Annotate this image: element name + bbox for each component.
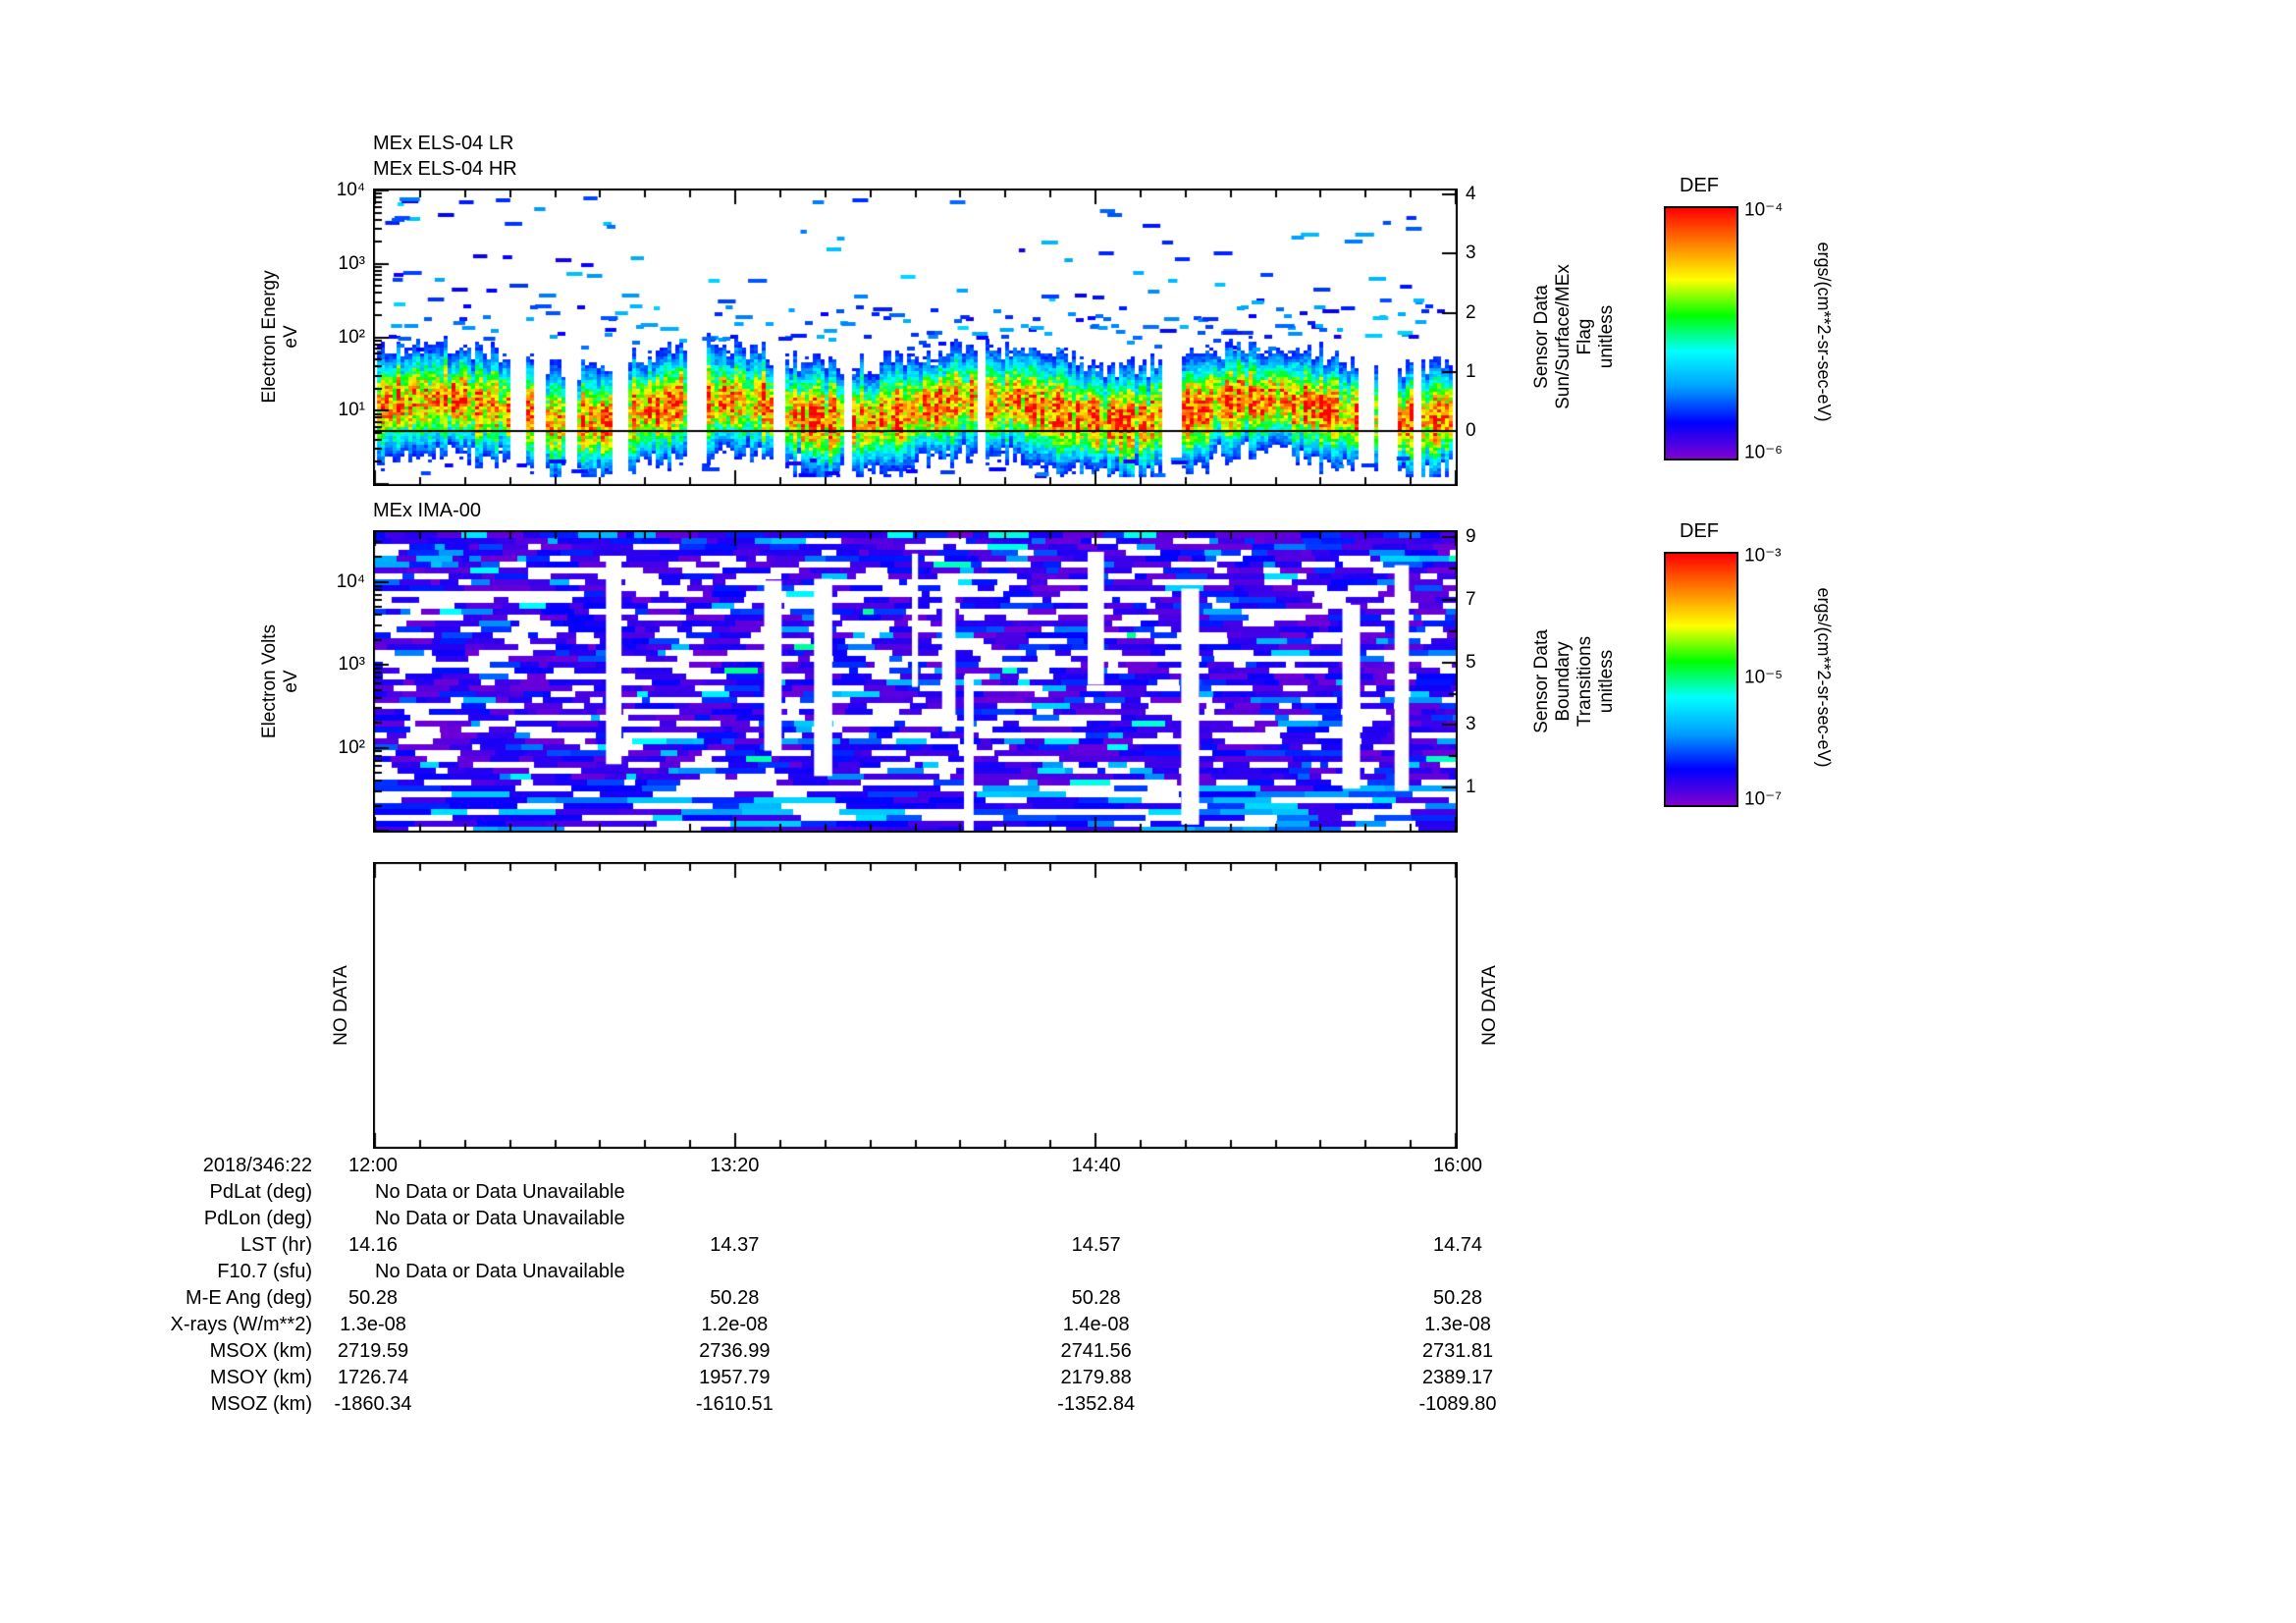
ima-ytick-label: 10² (338, 736, 365, 758)
ima-colorbar-title: DEF (1680, 520, 1719, 542)
ancillary-row-label: MSOZ (km) (210, 1393, 312, 1415)
ancillary-nodata-text: No Data or Data Unavailable (375, 1181, 625, 1203)
els-right-axis-label: Sensor Data Sun/Surface/MEx Flag unitles… (1531, 264, 1618, 409)
axis-label-line: Electron Energy (259, 270, 280, 404)
ancillary-value: 1.3e-08 (340, 1314, 406, 1335)
els-ytick-label: 10⁴ (336, 180, 365, 200)
els-ytick-label: 10¹ (338, 400, 365, 421)
els-ytick-label: 10³ (338, 252, 365, 274)
ima-title: MEx IMA-00 (373, 500, 482, 521)
ima-right-tick-label: 7 (1466, 588, 1476, 610)
ancillary-value: 2736.99 (699, 1340, 771, 1362)
ima-right-axis-label: Sensor Data Boundary Transitions unitles… (1531, 629, 1618, 733)
ancillary-value: 14.37 (710, 1234, 760, 1256)
ima-spectrogram (373, 530, 1458, 833)
els-right-tick-label: 0 (1466, 420, 1476, 441)
els-colorbar-bottom-label: 10⁻⁶ (1744, 442, 1783, 463)
els-right-tick-label: 4 (1466, 184, 1476, 204)
ancillary-value: 2179.88 (1060, 1367, 1132, 1388)
els-colorbar-title: DEF (1680, 175, 1719, 196)
ancillary-row-label: X-rays (W/m**2) (170, 1314, 312, 1335)
ancillary-value: 14.74 (1432, 1234, 1483, 1256)
axis-label-line: unitless (1596, 304, 1617, 369)
axis-label-line: Sensor Data (1531, 285, 1552, 389)
ima-colorbar-mid-label: 10⁻⁵ (1744, 667, 1784, 688)
ancillary-value: 1.4e-08 (1062, 1314, 1130, 1335)
ancillary-value: -1089.80 (1418, 1393, 1497, 1415)
els-ytick-label: 10² (338, 326, 365, 348)
ima-ytick-label: 10³ (338, 654, 365, 676)
axis-label-line: unitless (1596, 649, 1617, 714)
ancillary-value: 2741.56 (1060, 1340, 1132, 1362)
ancillary-row-label: MSOX (km) (209, 1340, 312, 1362)
ancillary-value: 1.2e-08 (701, 1314, 769, 1335)
time-tick-label: 13:20 (710, 1155, 760, 1176)
ancillary-value: -1860.34 (334, 1393, 412, 1415)
ima-right-tick-label: 5 (1466, 651, 1476, 673)
ancillary-value: 50.28 (1071, 1287, 1121, 1309)
axis-label-line: Flag (1575, 318, 1595, 355)
ancillary-row-label: M-E Ang (deg) (186, 1287, 312, 1309)
els-right-tick-label: 3 (1466, 243, 1476, 264)
ima-colorbar-bottom-label: 10⁻⁷ (1744, 788, 1783, 810)
els-colorbar-top-label: 10⁻⁴ (1744, 199, 1784, 221)
ancillary-row-label: PdLon (deg) (203, 1208, 312, 1229)
ima-colorbar-top-label: 10⁻³ (1744, 545, 1782, 567)
ancillary-row-label: MSOY (km) (209, 1367, 312, 1388)
time-tick-label: 12:00 (347, 1155, 399, 1176)
time-axis-date-label: 2018/346:22 (202, 1155, 312, 1176)
axis-label-line: Transitions (1575, 635, 1595, 728)
ancillary-row-label: PdLat (deg) (209, 1181, 312, 1203)
ancillary-value: 2389.17 (1421, 1367, 1494, 1388)
time-tick-label: 16:00 (1432, 1155, 1483, 1176)
ancillary-value: 14.16 (347, 1234, 399, 1256)
ancillary-value: 2731.81 (1421, 1340, 1494, 1362)
els-right-tick-label: 2 (1466, 301, 1476, 323)
ancillary-value: 50.28 (1432, 1287, 1483, 1309)
nodata-left-label: NO DATA (331, 965, 351, 1046)
ima-right-tick-label: 1 (1466, 777, 1476, 798)
ancillary-value: 50.28 (347, 1287, 399, 1309)
nodata-panel (373, 862, 1458, 1149)
ima-right-tick-label: 9 (1466, 526, 1476, 547)
ima-colorbar-units: ergs/(cm**2-sr-sec-eV) (1814, 587, 1834, 768)
axis-label-line: eV (281, 670, 301, 693)
els-title-hr: MEx ELS-04 HR (373, 158, 517, 180)
ancillary-nodata-text: No Data or Data Unavailable (375, 1208, 625, 1229)
ancillary-value: -1610.51 (695, 1393, 774, 1415)
ima-y-axis-label: Electron Volts eV (259, 624, 302, 738)
ancillary-row-label: LST (hr) (240, 1234, 312, 1256)
els-title-lr: MEx ELS-04 LR (373, 133, 514, 154)
time-tick-label: 14:40 (1071, 1155, 1121, 1176)
ancillary-value: 50.28 (710, 1287, 760, 1309)
ancillary-value: 1957.79 (699, 1367, 771, 1388)
axis-label-line: Sensor Data (1531, 629, 1552, 733)
els-right-tick-label: 1 (1466, 360, 1476, 382)
ancillary-value: 1.3e-08 (1424, 1314, 1491, 1335)
ancillary-value: -1352.84 (1057, 1393, 1136, 1415)
ima-ytick-label: 10⁴ (336, 570, 365, 592)
els-colorbar-units: ergs/(cm**2-sr-sec-eV) (1814, 242, 1834, 422)
ancillary-value: 1726.74 (337, 1367, 409, 1388)
axis-label-line: Boundary (1553, 641, 1574, 722)
ancillary-value: 14.57 (1071, 1234, 1121, 1256)
ima-colorbar (1664, 552, 1738, 807)
els-y-axis-label: Electron Energy eV (259, 270, 302, 403)
ancillary-row-label: F10.7 (sfu) (217, 1261, 312, 1282)
axis-label-line: eV (281, 325, 301, 349)
axis-label-line: Electron Volts (259, 623, 280, 739)
ima-right-tick-label: 3 (1466, 714, 1476, 735)
els-colorbar (1664, 206, 1738, 460)
nodata-right-label: NO DATA (1479, 965, 1500, 1046)
ancillary-nodata-text: No Data or Data Unavailable (375, 1261, 625, 1282)
ancillary-value: 2719.59 (337, 1340, 409, 1362)
els-spectrogram (373, 189, 1458, 486)
axis-label-line: Sun/Surface/MEx (1553, 264, 1574, 409)
